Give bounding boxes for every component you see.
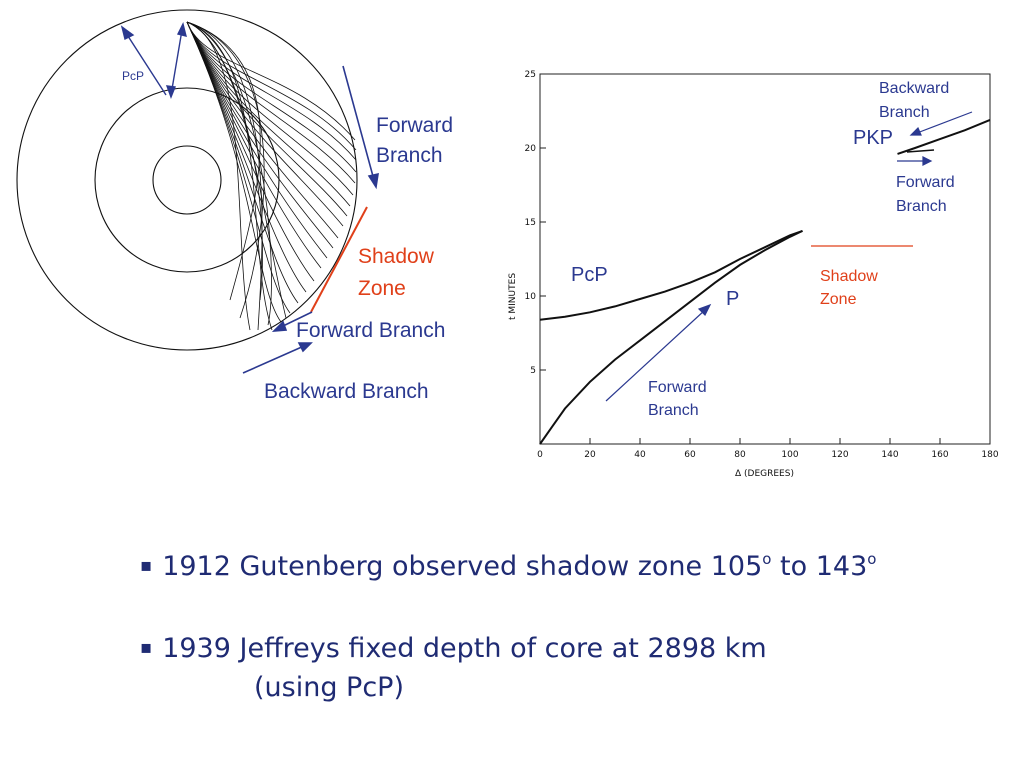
seismic-ray-core xyxy=(186,21,263,301)
seismic-ray xyxy=(186,21,356,184)
forward-branch-arrow-bottom xyxy=(271,311,313,332)
forward-branch-label-top-2: Branch xyxy=(376,144,443,167)
chart-backward-branch-arrow xyxy=(909,111,973,136)
bullet-text-gutenberg-mid: to 143 xyxy=(771,551,868,582)
seismic-ray xyxy=(186,21,322,269)
y-axis-label: t MINUTES xyxy=(508,273,518,320)
earth-surface xyxy=(16,9,358,351)
y-tick-label: 25 xyxy=(525,70,536,80)
seismic-ray xyxy=(186,21,357,161)
chart-shadow-zone-label-1: Shadow xyxy=(820,268,878,285)
seismic-ray xyxy=(186,21,356,141)
chart-forward-branch-label-pkp-2: Branch xyxy=(896,198,947,215)
bullet-text-jeffreys: 1939 Jeffreys fixed depth of core at 289… xyxy=(162,633,767,664)
x-tick-label: 180 xyxy=(981,450,998,460)
y-axis-ticks: 5 10 15 20 25 xyxy=(525,70,546,376)
seismic-ray-core xyxy=(186,21,251,331)
seismic-ray xyxy=(186,21,351,207)
forward-branch-arrow-top xyxy=(342,65,379,190)
seismic-ray xyxy=(186,21,282,323)
seismic-ray-core xyxy=(186,21,263,331)
x-tick-label: 140 xyxy=(881,450,898,460)
seismic-rays xyxy=(186,21,357,331)
shadow-zone-line xyxy=(310,206,368,313)
series-p-line xyxy=(539,229,803,445)
x-tick-label: 0 xyxy=(537,450,543,460)
chart-backward-branch-label-2: Branch xyxy=(879,104,930,121)
x-axis-ticks: 0 20 40 60 80 100 120 140 160 180 xyxy=(537,438,999,460)
chart-forward-branch-label-p-1: Forward xyxy=(648,379,707,396)
seismic-ray xyxy=(186,21,357,173)
chart-forward-branch-label-p-2: Branch xyxy=(648,402,699,419)
bullet-marker: ▪ xyxy=(140,637,153,658)
bullet-text-gutenberg: 1912 Gutenberg observed shadow zone 105 xyxy=(162,551,763,582)
chart-backward-branch-label-1: Backward xyxy=(879,80,949,97)
degree-superscript-1: o xyxy=(762,550,772,568)
bullet-item-gutenberg: ▪ 1912 Gutenberg observed shadow zone 105… xyxy=(140,548,876,585)
chart-pkp-label: PKP xyxy=(853,127,893,149)
pcp-label: PcP xyxy=(122,69,144,83)
forward-branch-label-top-1: Forward xyxy=(376,114,453,137)
seismic-ray-core xyxy=(186,21,273,331)
chart-forward-branch-arrow-pkp xyxy=(897,156,933,166)
chart-p-label: P xyxy=(726,288,739,310)
seismic-ray-core xyxy=(186,21,261,301)
seismic-ray-core xyxy=(186,21,272,326)
degree-superscript-2: o xyxy=(867,550,877,568)
series-pkp-line xyxy=(897,118,991,155)
chart-shadow-zone-label-2: Zone xyxy=(820,291,857,308)
y-tick-label: 5 xyxy=(530,366,536,376)
seismic-ray xyxy=(186,21,354,196)
x-tick-label: 120 xyxy=(831,450,848,460)
backward-branch-arrow xyxy=(242,342,313,374)
seismic-ray xyxy=(186,21,315,282)
x-tick-label: 40 xyxy=(634,450,646,460)
bullet-text-jeffreys-continuation: (using PcP) xyxy=(254,672,404,703)
shadow-zone-label-2: Zone xyxy=(358,277,406,300)
outer-core xyxy=(94,87,280,273)
bullet-item-jeffreys: ▪ 1939 Jeffreys fixed depth of core at 28… xyxy=(140,630,767,667)
chart-series xyxy=(539,118,991,445)
x-tick-label: 60 xyxy=(684,450,696,460)
chart-forward-branch-label-pkp-1: Forward xyxy=(896,174,955,191)
y-tick-label: 10 xyxy=(525,292,537,302)
backward-branch-label: Backward Branch xyxy=(264,380,429,403)
pcp-arrows xyxy=(120,21,187,99)
chart-forward-branch-arrow-p xyxy=(605,303,712,402)
forward-branch-label-bottom: Forward Branch xyxy=(296,319,445,342)
seismic-ray xyxy=(186,21,357,151)
bullet-marker: ▪ xyxy=(140,555,153,576)
shadow-zone-label-1: Shadow xyxy=(358,245,435,268)
seismic-ray-core xyxy=(186,21,265,319)
inner-core xyxy=(152,145,222,215)
seismic-ray xyxy=(186,21,348,217)
chart-frame xyxy=(539,73,991,445)
chart-pcp-label: PcP xyxy=(571,264,608,286)
y-tick-label: 20 xyxy=(525,144,537,154)
figure: PcP Forward Branch Shadow Zone Forward B… xyxy=(16,9,999,479)
series-pcp-line xyxy=(539,229,803,321)
pkp-short-branch xyxy=(906,149,935,153)
x-tick-label: 20 xyxy=(584,450,596,460)
x-axis-label: Δ (DEGREES) xyxy=(735,469,794,479)
travel-time-chart: 0 20 40 60 80 100 120 140 160 180 5 10 15 20 25 Δ (DE… xyxy=(508,70,999,479)
earth-diagram: PcP Forward Branch Shadow Zone Forward B… xyxy=(16,9,453,403)
x-tick-label: 100 xyxy=(781,450,798,460)
x-tick-label: 80 xyxy=(734,450,746,460)
y-tick-label: 15 xyxy=(525,218,536,228)
seismic-ray xyxy=(186,21,344,227)
x-tick-label: 160 xyxy=(931,450,948,460)
